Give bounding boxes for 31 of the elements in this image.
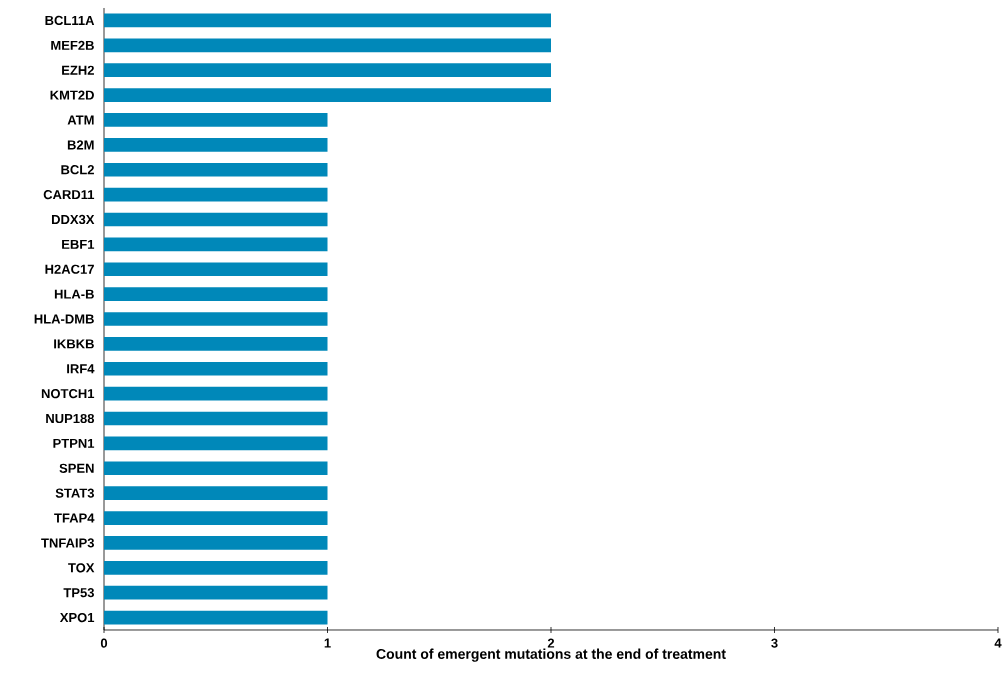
y-tick-label: SPEN: [59, 463, 94, 473]
y-tick-label: EBF1: [62, 239, 95, 249]
y-tick-label: XPO1: [59, 612, 95, 623]
x-tick-label: 1: [324, 638, 331, 648]
x-axis-title: Count of emergent mutations at the end of treatment: [376, 648, 726, 662]
y-tick-label: NUP188: [46, 413, 95, 424]
y-tick-label: HLA-B: [54, 289, 94, 299]
y-tick-label: KMT2D: [50, 90, 94, 100]
y-tick-label: DDX3X: [51, 214, 95, 225]
x-tick-label: 4: [994, 638, 1002, 648]
y-tick-label: PTPN1: [53, 438, 95, 448]
y-tick-label: NOTCH1: [41, 389, 95, 399]
y-tick-label: TP53: [63, 588, 94, 598]
y-tick-label: MEF2B: [51, 40, 94, 50]
y-tick-label: IRF4: [67, 364, 95, 374]
y-tick-label: EZH2: [62, 65, 94, 75]
y-tick-label: ATM: [67, 115, 94, 125]
y-tick-label: BCL11A: [45, 15, 95, 26]
x-tick-label: 0: [100, 638, 108, 648]
y-tick-label: TNFAIP3: [41, 538, 94, 548]
y-tick-label: BCL2: [61, 165, 94, 175]
y-tick-label: H2AC17: [45, 264, 94, 274]
y-tick-label: TOX: [68, 563, 95, 573]
y-tick-label: STAT3: [55, 488, 95, 498]
y-tick-label: HLA-DMB: [34, 314, 94, 324]
y-tick-label: B2M: [67, 140, 94, 150]
x-tick-label: 3: [771, 638, 778, 648]
y-tick-label: TFAP4: [54, 513, 95, 523]
y-tick-label: CARD11: [43, 189, 95, 200]
x-tick-label: 2: [547, 638, 555, 648]
y-tick-label: IKBKB: [54, 339, 94, 349]
